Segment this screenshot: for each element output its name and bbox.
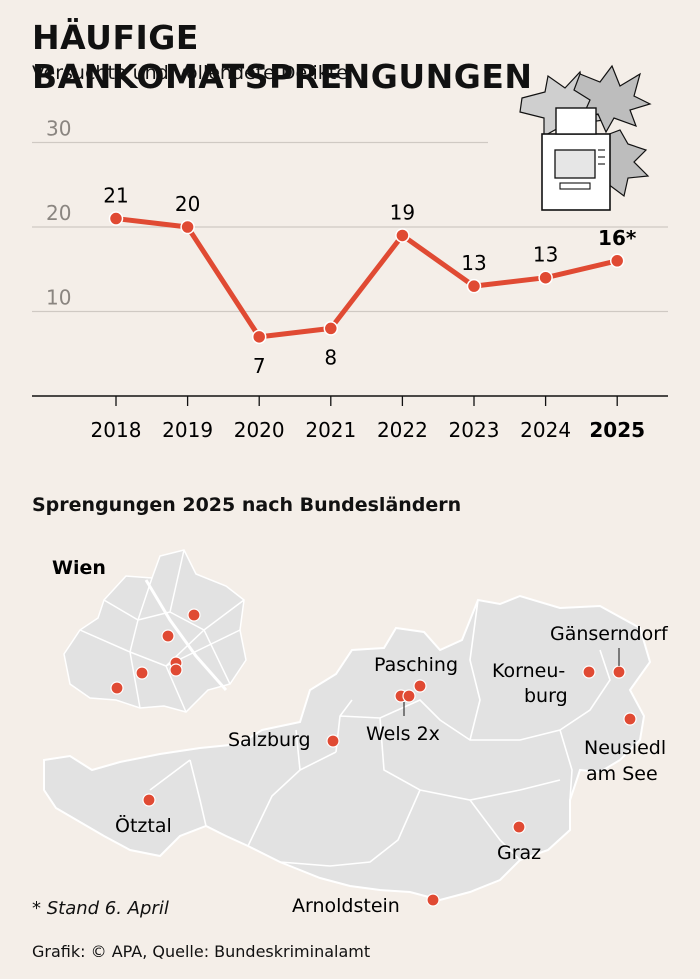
austria-outline: [43, 594, 652, 902]
data-label: 20: [175, 192, 200, 216]
data-label: 7: [253, 354, 266, 378]
data-point: [108, 211, 124, 226]
data-label: 13: [461, 251, 486, 275]
footnote: * Stand 6. April: [32, 898, 169, 919]
vienna-label: Wien: [52, 557, 106, 579]
data-label: 13: [533, 243, 558, 267]
data-point: [609, 253, 625, 269]
chart-series: 21 20 7 8 19 13 13 16*: [103, 184, 637, 378]
x-tick-label: 2020: [234, 418, 285, 442]
label-pasching: Pasching: [374, 654, 458, 676]
series-line: [113, 216, 620, 340]
location-markers: [142, 648, 637, 907]
source-credit: Grafik: © APA, Quelle: Bundeskriminalamt: [32, 942, 371, 961]
marker-oetztal: [142, 793, 156, 807]
location-labels: Pasching Wels 2x Salzburg Ötztal Graz Ar…: [115, 623, 669, 917]
page-subtitle: Versuchte und vollendete Delikte: [32, 62, 348, 84]
label-salzburg: Salzburg: [228, 729, 311, 751]
marker-gaenserndorf: [612, 665, 626, 679]
data-label: 16*: [598, 226, 637, 250]
atm-explosion-icon: [519, 64, 652, 211]
marker-neusiedl: [623, 712, 637, 726]
marker-salzburg: [326, 734, 340, 748]
label-gaenserndorf: Gänserndorf: [550, 623, 669, 645]
x-tick-label: 2025: [589, 418, 645, 442]
vienna-markers: [110, 608, 201, 695]
marker-pasching: [413, 679, 427, 693]
label-neusiedl-1: Neusiedl: [584, 737, 666, 759]
x-tick-label: 2018: [91, 418, 142, 442]
data-label: 21: [103, 184, 128, 208]
data-point: [180, 219, 195, 235]
y-tick-labels: 10 20 30: [46, 117, 71, 310]
marker-graz: [512, 820, 526, 834]
y-tick-label: 30: [46, 117, 71, 141]
y-tick-label: 20: [46, 201, 71, 225]
data-point: [395, 228, 410, 243]
label-korneuburg-2: burg: [524, 685, 568, 707]
data-point: [323, 321, 339, 336]
data-point: [251, 329, 267, 345]
label-oetztal: Ötztal: [115, 814, 172, 837]
x-tick-label: 2024: [520, 418, 571, 442]
data-label: 19: [390, 200, 415, 224]
label-arnoldstein: Arnoldstein: [292, 895, 400, 917]
page-title: HÄUFIGE BANKOMATSPRENGUNGEN: [32, 18, 533, 96]
label-neusiedl-2: am See: [586, 763, 658, 785]
marker-korneuburg: [582, 665, 596, 679]
marker-wels-2: [402, 689, 416, 703]
x-tick-label: 2023: [449, 418, 500, 442]
x-tick-label: 2019: [162, 418, 213, 442]
vienna-inset-map: [63, 549, 247, 713]
x-tick-label: 2021: [305, 418, 356, 442]
map-heading: Sprengungen 2025 nach Bundesländern: [32, 494, 462, 516]
x-tick-labels: 2018 2019 2020 2021 2022 2023 2024 2025: [91, 396, 645, 442]
label-korneuburg-1: Korneu-: [492, 660, 565, 682]
chart-grid: [32, 141, 668, 397]
data-point: [466, 278, 482, 294]
data-label: 8: [324, 345, 337, 369]
label-graz: Graz: [497, 842, 541, 864]
label-wels: Wels 2x: [366, 723, 440, 745]
data-point: [538, 270, 553, 285]
y-tick-label: 10: [46, 286, 71, 310]
marker-arnoldstein: [426, 893, 440, 907]
x-tick-label: 2022: [377, 418, 428, 442]
